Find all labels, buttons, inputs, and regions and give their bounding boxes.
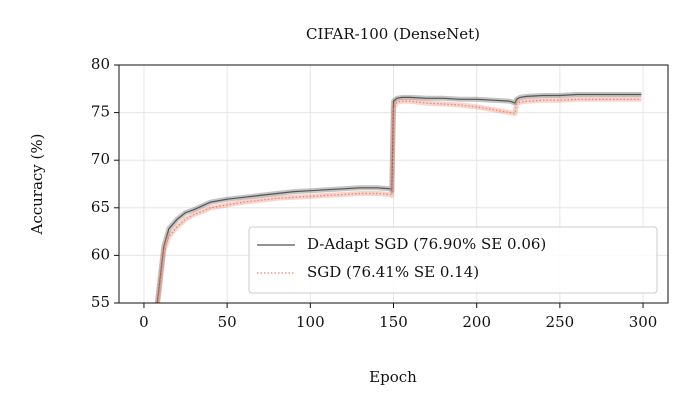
y-tick-label: 75 bbox=[91, 103, 110, 121]
y-tick-label: 60 bbox=[91, 245, 110, 263]
y-tick-label: 80 bbox=[91, 55, 110, 73]
legend-label: SGD (76.41% SE 0.14) bbox=[307, 263, 479, 281]
y-axis-label: Accuracy (%) bbox=[28, 133, 46, 235]
x-tick-label: 0 bbox=[139, 313, 149, 331]
chart-title: CIFAR-100 (DenseNet) bbox=[306, 25, 480, 43]
series-line bbox=[157, 98, 642, 303]
legend-label: D-Adapt SGD (76.90% SE 0.06) bbox=[307, 235, 546, 253]
x-tick-label: 300 bbox=[629, 313, 658, 331]
x-tick-label: 100 bbox=[296, 313, 325, 331]
legend-box bbox=[248, 226, 658, 294]
y-tick-label: 70 bbox=[91, 150, 110, 168]
series-line bbox=[156, 93, 642, 303]
y-tick-label: 55 bbox=[91, 293, 110, 311]
x-tick-label: 150 bbox=[379, 313, 408, 331]
x-tick-label: 50 bbox=[218, 313, 237, 331]
plot-frame bbox=[118, 64, 669, 304]
y-tick-label: 65 bbox=[91, 198, 110, 216]
x-tick-label: 250 bbox=[546, 313, 575, 331]
x-tick-label: 200 bbox=[462, 313, 491, 331]
plot-area bbox=[154, 92, 642, 303]
x-axis-label: Epoch bbox=[369, 368, 417, 386]
